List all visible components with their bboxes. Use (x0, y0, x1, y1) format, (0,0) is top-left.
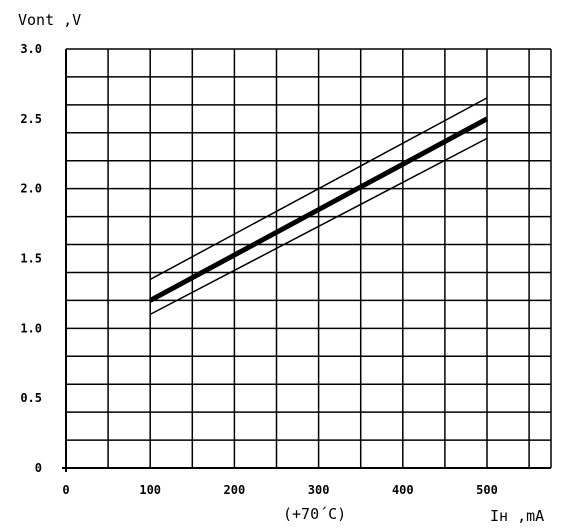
x-tick-label: 200 (224, 483, 246, 497)
x-tick-label: 0 (62, 483, 69, 497)
x-axis-label: Iн ,mA (490, 507, 544, 525)
x-tick-label: 300 (308, 483, 330, 497)
y-tick-label: 1.0 (20, 321, 42, 335)
x-tick-label: 400 (392, 483, 414, 497)
x-tick-labels: 0 100 200 300 400 500 (62, 483, 497, 497)
x-tick-label: 100 (139, 483, 161, 497)
condition-label: (+70´C) (283, 505, 346, 523)
y-tick-label: 0 (35, 461, 42, 475)
y-tick-label: 3.0 (20, 42, 42, 56)
y-tick-label: 0.5 (20, 391, 42, 405)
y-tick-labels: 0 0.5 1.0 1.5 2.0 2.5 3.0 (20, 42, 42, 475)
x-tick-label: 500 (476, 483, 498, 497)
y-axis-label: Vont ,V (18, 11, 81, 29)
series-line-typical (149, 116, 489, 303)
series-line-bound (149, 137, 488, 316)
y-tick-label: 2.5 (20, 112, 42, 126)
chart-series (149, 97, 489, 316)
chart-grid (62, 48, 552, 472)
y-tick-label: 1.5 (20, 252, 42, 266)
y-tick-label: 2.0 (20, 182, 42, 196)
series-line-bound (149, 97, 488, 281)
